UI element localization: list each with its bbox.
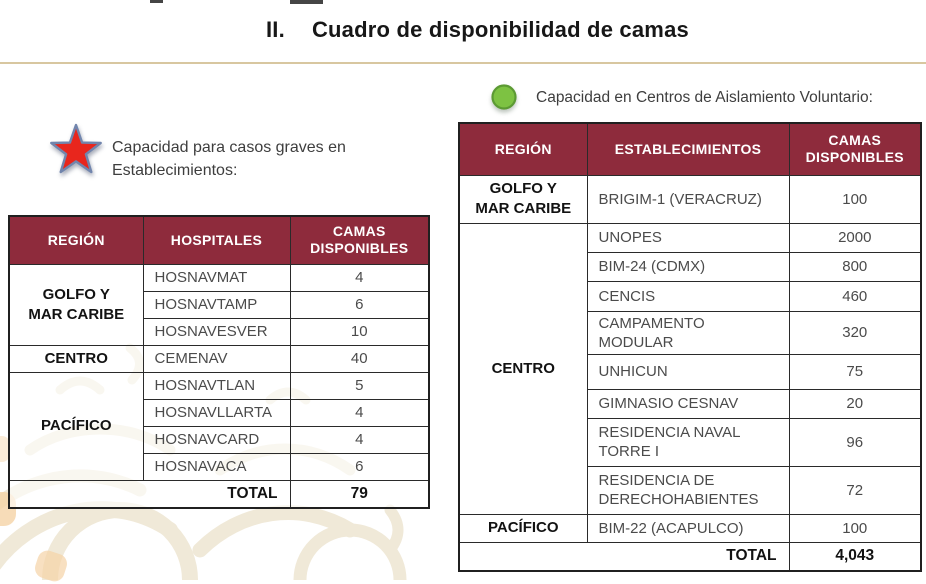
left-caption-text: Capacidad para casos graves en Estableci… (112, 136, 346, 182)
beds-cell: 5 (289, 371, 430, 400)
beds-cell: 320 (788, 310, 922, 355)
beds-cell: 20 (788, 388, 922, 419)
establishment-cell: CENCIS (586, 280, 790, 312)
col-header-camas: CAMAS DISPONIBLES (788, 122, 922, 176)
establishment-cell: BRIGIM-1 (VERACRUZ) (586, 174, 790, 224)
cropped-artifact (150, 0, 163, 3)
hospital-cell: HOSNAVESVER (142, 317, 291, 346)
table-row: RESIDENCIA DE DERECHOHABIENTES 72 (459, 465, 922, 515)
total-label: TOTAL (8, 479, 291, 509)
cropped-artifact (290, 0, 323, 4)
left-caption: Capacidad para casos graves en Estableci… (48, 122, 346, 182)
table-row: HOSNAVTAMP 6 (9, 290, 430, 319)
right-caption: Capacidad en Centros de Aislamiento Volu… (490, 84, 873, 112)
hospital-cell: HOSNAVACA (142, 452, 291, 481)
table-row: RESIDENCIA NAVAL TORRE I 96 (459, 417, 922, 467)
beds-cell: 6 (289, 290, 430, 319)
beds-cell: 40 (289, 344, 430, 373)
col-header-hospitales: HOSPITALES (142, 215, 291, 265)
beds-cell: 96 (788, 417, 922, 467)
establishment-cell: RESIDENCIA DE DERECHOHABIENTES (586, 465, 790, 515)
header-row: REGIÓN HOSPITALES CAMAS DISPONIBLES (8, 215, 430, 265)
region-cell: PACÍFICO (8, 371, 144, 481)
table-row: BIM-24 (CDMX) 800 (459, 251, 922, 282)
left-caption-line1: Capacidad para casos graves en (112, 139, 346, 156)
table-row: UNHICUN 75 (459, 353, 922, 390)
establishment-cell: RESIDENCIA NAVAL TORRE I (586, 417, 790, 467)
region-cell: GOLFO Y MAR CARIBE (458, 174, 588, 224)
hospitals-table: REGIÓN HOSPITALES CAMAS DISPONIBLES GOLF… (8, 215, 430, 509)
beds-cell: 100 (788, 174, 922, 224)
table-row: CENTRO UNOPES 2000 (458, 222, 922, 515)
beds-cell: 10 (289, 317, 430, 346)
table-row: HOSNAVESVER 10 (9, 317, 430, 346)
total-value: 4,043 (788, 541, 922, 572)
isolation-centers-table: REGIÓN ESTABLECIMIENTOS CAMAS DISPONIBLE… (458, 122, 922, 572)
hospital-cell: HOSNAVTAMP (142, 290, 291, 319)
title-numeral: II. (266, 17, 285, 42)
beds-cell: 100 (788, 513, 922, 543)
table-row: GIMNASIO CESNAV 20 (459, 388, 922, 419)
region-cell: CENTRO (458, 222, 588, 515)
title-text: Cuadro de disponibilidad de camas (311, 17, 689, 42)
col-header-camas: CAMAS DISPONIBLES (289, 215, 430, 265)
hospital-cell: CEMENAV (142, 344, 291, 373)
total-value: 79 (289, 479, 430, 509)
hospital-cell: HOSNAVTLAN (142, 371, 291, 400)
region-cell: CENTRO (8, 344, 144, 373)
total-row: TOTAL 4,043 (458, 541, 922, 572)
green-dot-icon (490, 84, 518, 112)
establishment-cell: BIM-24 (CDMX) (586, 251, 790, 282)
establishment-cell: UNHICUN (586, 353, 790, 390)
table-row: CENTRO CEMENAV 40 (8, 344, 430, 373)
table-row: PACÍFICO HOSNAVTLAN 5 (8, 371, 430, 481)
beds-cell: 72 (788, 465, 922, 515)
beds-cell: 2000 (788, 222, 922, 253)
beds-cell: 4 (289, 263, 430, 292)
beds-cell: 6 (289, 452, 430, 481)
col-header-region: REGIÓN (8, 215, 144, 265)
beds-cell: 460 (788, 280, 922, 312)
page-title: II. Cuadro de disponibilidad de camas (266, 17, 689, 43)
col-header-establecimientos: ESTABLECIMIENTOS (586, 122, 790, 176)
table-row: HOSNAVACA 6 (9, 452, 430, 481)
establishment-cell: BIM-22 (ACAPULCO) (586, 513, 790, 543)
title-divider (0, 62, 926, 64)
hospital-cell: HOSNAVCARD (142, 425, 291, 454)
header-row: REGIÓN ESTABLECIMIENTOS CAMAS DISPONIBLE… (458, 122, 922, 176)
right-caption-text: Capacidad en Centros de Aislamiento Volu… (536, 89, 873, 106)
beds-cell: 75 (788, 353, 922, 390)
beds-cell: 4 (289, 398, 430, 427)
beds-cell: 800 (788, 251, 922, 282)
region-cell: PACÍFICO (458, 513, 588, 543)
hospital-cell: HOSNAVMAT (142, 263, 291, 292)
red-star-icon (48, 122, 106, 182)
left-caption-line2: Establecimientos: (112, 162, 238, 179)
establishment-cell: CAMPAMENTO MODULAR (586, 310, 790, 355)
total-row: TOTAL 79 (8, 479, 430, 509)
table-row: PACÍFICO BIM-22 (ACAPULCO) 100 (458, 513, 922, 543)
col-header-region: REGIÓN (458, 122, 588, 176)
establishment-cell: UNOPES (586, 222, 790, 253)
region-cell: GOLFO Y MAR CARIBE (8, 263, 144, 346)
table-row: GOLFO Y MAR CARIBE HOSNAVMAT 4 (8, 263, 430, 346)
beds-cell: 4 (289, 425, 430, 454)
total-label: TOTAL (458, 541, 790, 572)
table-row: GOLFO Y MAR CARIBE BRIGIM-1 (VERACRUZ) 1… (458, 174, 922, 224)
watermark-blob (0, 436, 10, 462)
hospital-cell: HOSNAVLLARTA (142, 398, 291, 427)
establishment-cell: GIMNASIO CESNAV (586, 388, 790, 419)
